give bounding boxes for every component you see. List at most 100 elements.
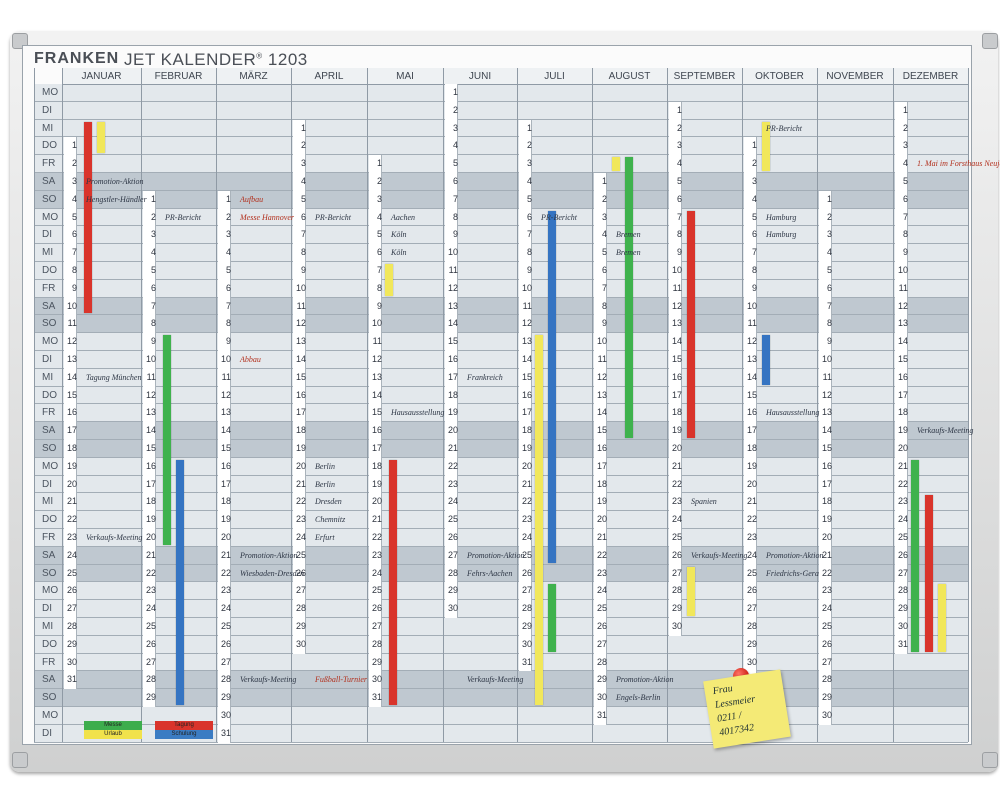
handwritten-note: 1. Mai im Forsthaus Neujahrsfeier (917, 159, 1000, 169)
sticky-line: 0211 / (716, 710, 743, 725)
magnetic-bar[interactable] (625, 157, 633, 438)
date-number: 28 (145, 674, 156, 685)
magnetic-bar[interactable] (176, 459, 184, 705)
date-number: 16 (746, 407, 757, 418)
legend-label: Tagung (155, 720, 213, 730)
magnetic-bar[interactable] (911, 459, 919, 652)
date-number: 4 (71, 193, 77, 204)
weekday-label: DO (42, 265, 57, 276)
weekday-label: SA (42, 425, 56, 437)
handwritten-note: Promotion-Aktion (766, 550, 824, 560)
date-number: 11 (146, 371, 156, 382)
handwritten-note: Hausausstellung (391, 408, 445, 418)
magnetic-bar[interactable] (548, 584, 556, 652)
date-number: 11 (672, 282, 682, 293)
date-number: 4 (676, 158, 682, 169)
date-number: 6 (902, 193, 908, 204)
date-number: 12 (521, 318, 532, 329)
handwritten-note: Erfurt (315, 533, 335, 542)
date-number: 12 (596, 371, 607, 382)
date-number: 5 (376, 229, 382, 240)
date-number: 15 (447, 336, 458, 347)
date-number: 20 (145, 532, 156, 542)
date-number: 21 (371, 514, 382, 525)
date-number: 7 (225, 300, 231, 311)
magnetic-bar[interactable] (925, 495, 933, 652)
magnetic-bar[interactable] (612, 157, 620, 171)
date-number: 1 (300, 122, 306, 133)
weekday-label: FR (42, 532, 56, 543)
date-number: 7 (826, 300, 832, 311)
magnetic-bar[interactable] (687, 566, 695, 616)
weekday-label: SO (42, 443, 57, 454)
date-column (369, 155, 382, 707)
weekday-label: MO (42, 460, 59, 472)
date-number: 15 (821, 443, 832, 453)
date-number: 9 (526, 265, 532, 275)
magnetic-bar[interactable] (385, 264, 393, 296)
date-number: 17 (897, 389, 908, 400)
date-number: 15 (295, 371, 306, 382)
date-number: 12 (746, 336, 757, 347)
magnetic-bar[interactable] (163, 335, 171, 545)
date-number: 18 (671, 407, 682, 418)
handwritten-note: Spanien (691, 497, 717, 507)
date-number: 9 (225, 336, 231, 347)
date-number: 25 (671, 532, 682, 542)
date-number: 25 (897, 532, 908, 542)
date-number: 6 (452, 176, 458, 186)
date-number: 14 (371, 389, 382, 400)
sticky-note[interactable]: Frau Lessmeier 0211 / 4017342 (703, 669, 791, 749)
date-number: 12 (447, 282, 458, 293)
date-number: 15 (521, 371, 532, 382)
magnetic-bar[interactable] (535, 335, 543, 705)
date-number: 18 (746, 443, 757, 453)
calendar-row (34, 84, 968, 102)
date-number: 21 (821, 549, 832, 560)
magnetic-bar[interactable] (389, 459, 397, 705)
magnetic-bar[interactable] (762, 335, 770, 385)
handwritten-note: Berlin (315, 461, 335, 471)
frame-corner (982, 33, 998, 49)
magnetic-bar[interactable] (762, 121, 770, 171)
date-number: 9 (601, 318, 607, 329)
date-column (64, 137, 77, 690)
date-number: 17 (596, 460, 607, 471)
frame-corner (12, 752, 28, 768)
magnetic-bar[interactable] (687, 210, 695, 438)
date-number: 21 (746, 496, 757, 507)
date-number: 22 (671, 478, 682, 489)
handwritten-note: Tagung München (86, 372, 142, 382)
date-number: 25 (371, 585, 382, 596)
handwritten-note: Bremen (616, 230, 641, 240)
magnetic-bar[interactable] (938, 584, 946, 652)
date-number: 26 (521, 567, 532, 578)
month-header-november: NOVEMBER (817, 68, 893, 85)
legend-label: Messe (84, 720, 142, 730)
calendar-row (34, 511, 968, 529)
date-number: 3 (751, 176, 757, 186)
magnetic-bar[interactable] (97, 121, 105, 154)
calendar-row (34, 493, 968, 512)
weekday-label: MI (42, 122, 54, 134)
date-number: 27 (447, 549, 458, 560)
handwritten-note: Chemnitz (315, 515, 346, 525)
date-number: 25 (521, 549, 532, 560)
date-number: 2 (526, 140, 532, 151)
date-number: 10 (145, 354, 156, 364)
date-number: 31 (371, 692, 382, 703)
date-number: 15 (671, 354, 682, 364)
calendar-row (34, 457, 968, 476)
calendar-row (34, 155, 968, 173)
handwritten-note: Hengstler-Händler (86, 194, 147, 204)
date-number: 18 (521, 425, 532, 436)
calendar-row (34, 440, 968, 458)
date-number: 30 (821, 710, 832, 720)
handwritten-note: Promotion-Aktion (616, 675, 674, 685)
date-number: 28 (897, 585, 908, 596)
date-number: 9 (676, 247, 682, 258)
magnetic-bar[interactable] (84, 121, 92, 314)
date-number: 29 (596, 674, 607, 685)
date-number: 27 (897, 567, 908, 578)
magnetic-bar[interactable] (548, 210, 556, 563)
